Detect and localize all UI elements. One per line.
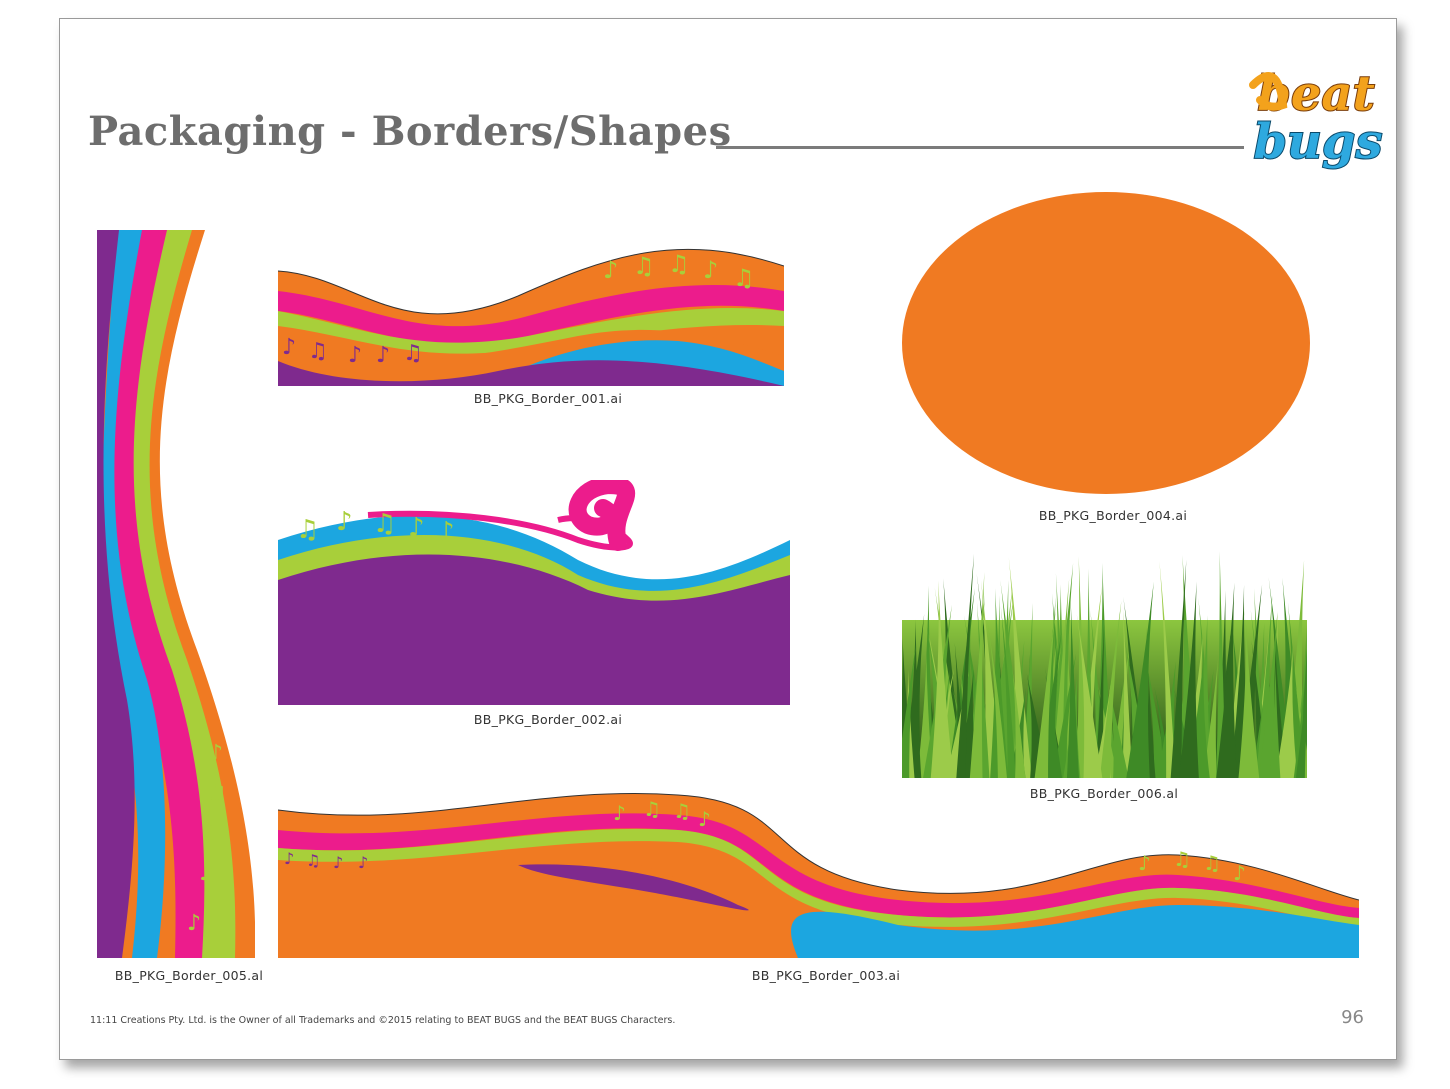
title-underline xyxy=(716,146,1244,149)
caption-border-003: BB_PKG_Border_003.ai xyxy=(751,968,901,983)
svg-text:beat: beat xyxy=(1257,66,1374,122)
caption-border-001: BB_PKG_Border_001.ai xyxy=(473,391,623,406)
border-005-vertical-waves: ♪ ♫ ♪ ♫ ♪ xyxy=(97,230,255,958)
border-003-long-wave: ♪ ♫ ♫ ♪ ♪ ♫ ♫ ♪ ♪ ♫ ♪ ♪ xyxy=(278,793,1359,958)
caption-border-006: BB_PKG_Border_006.al xyxy=(1029,786,1179,801)
svg-text:♪: ♪ xyxy=(348,343,362,368)
svg-text:♪: ♪ xyxy=(187,911,201,936)
svg-text:♫: ♫ xyxy=(207,781,227,806)
svg-text:♫: ♫ xyxy=(1203,851,1221,875)
svg-text:♪: ♪ xyxy=(408,513,425,543)
caption-border-002: BB_PKG_Border_002.ai xyxy=(473,712,623,727)
svg-text:♪: ♪ xyxy=(603,256,618,284)
beat-bugs-logo: beat bugs xyxy=(1249,65,1384,171)
svg-text:♪: ♪ xyxy=(698,807,711,831)
svg-text:♪: ♪ xyxy=(358,853,368,872)
svg-text:♫: ♫ xyxy=(296,515,319,545)
page-title: Packaging - Borders/Shapes xyxy=(88,108,732,155)
svg-text:♪: ♪ xyxy=(282,335,296,360)
svg-text:♫: ♫ xyxy=(373,509,396,539)
svg-text:♫: ♫ xyxy=(643,797,661,821)
svg-text:♪: ♪ xyxy=(1138,851,1151,875)
page-number: 96 xyxy=(1341,1007,1364,1028)
svg-text:♪: ♪ xyxy=(284,849,294,868)
copyright-footer: 11:11 Creations Pty. Ltd. is the Owner o… xyxy=(90,1015,676,1026)
svg-text:♪: ♪ xyxy=(438,517,455,547)
svg-text:♪: ♪ xyxy=(613,801,626,825)
svg-text:♪: ♪ xyxy=(202,821,216,846)
svg-text:♫: ♫ xyxy=(1173,847,1191,871)
border-002-wave: ♫ ♪ ♫ ♪ ♪ xyxy=(278,480,790,705)
svg-text:♫: ♫ xyxy=(733,264,755,292)
border-006-grass xyxy=(902,551,1307,778)
svg-text:♫: ♫ xyxy=(633,252,655,280)
svg-text:♫: ♫ xyxy=(306,851,320,870)
svg-text:♫: ♫ xyxy=(308,339,328,364)
svg-text:♪: ♪ xyxy=(333,853,343,872)
svg-text:bugs: bugs xyxy=(1253,114,1382,170)
svg-text:♫: ♫ xyxy=(403,341,423,366)
caption-border-005: BB_PKG_Border_005.al xyxy=(114,968,264,983)
border-004-orange-oval xyxy=(902,192,1310,494)
border-001-wave: ♪ ♫ ♫ ♪ ♫ ♪ ♫ ♪ ♪ ♫ xyxy=(278,248,784,386)
svg-text:♪: ♪ xyxy=(336,507,353,537)
svg-text:♫: ♫ xyxy=(668,250,690,278)
svg-text:♪: ♪ xyxy=(209,741,223,766)
svg-text:♪: ♪ xyxy=(1233,861,1246,885)
caption-border-004: BB_PKG_Border_004.ai xyxy=(1038,508,1188,523)
svg-text:♪: ♪ xyxy=(376,343,390,368)
svg-text:♫: ♫ xyxy=(197,861,217,886)
svg-text:♫: ♫ xyxy=(673,799,691,823)
svg-text:♪: ♪ xyxy=(703,256,718,284)
